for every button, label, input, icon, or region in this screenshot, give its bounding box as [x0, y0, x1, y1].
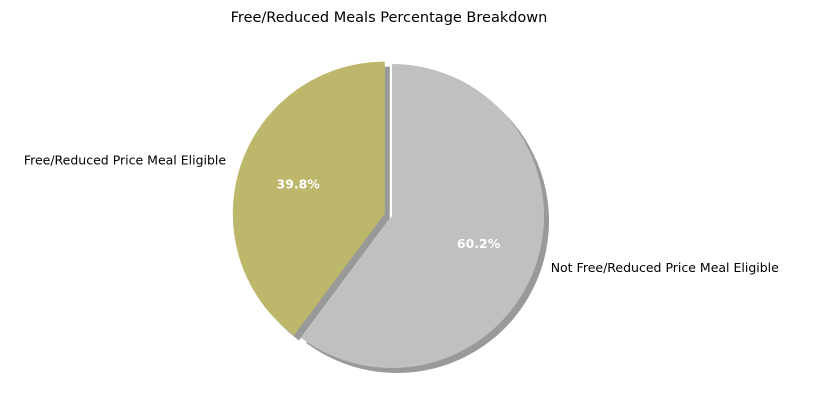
slice-layer	[232, 61, 544, 368]
chart-title: Free/Reduced Meals Percentage Breakdown	[231, 10, 548, 26]
pie-slice-not-free-reduced-price-meal-eligible	[301, 64, 544, 368]
slice-label-not-free-reduced-price-meal-eligible: Not Free/Reduced Price Meal Eligible	[551, 260, 779, 275]
slice-percent-not-free-reduced-price-meal-eligible: 60.2%	[457, 236, 501, 251]
slice-percent-free-reduced-price-meal-eligible: 39.8%	[277, 176, 321, 191]
slice-label-free-reduced-price-meal-eligible: Free/Reduced Price Meal Eligible	[24, 152, 227, 167]
label-layer: Free/Reduced Price Meal Eligible 39.8% Not…	[24, 152, 779, 275]
pie-slice-free-reduced-price-meal-eligible	[232, 61, 385, 336]
